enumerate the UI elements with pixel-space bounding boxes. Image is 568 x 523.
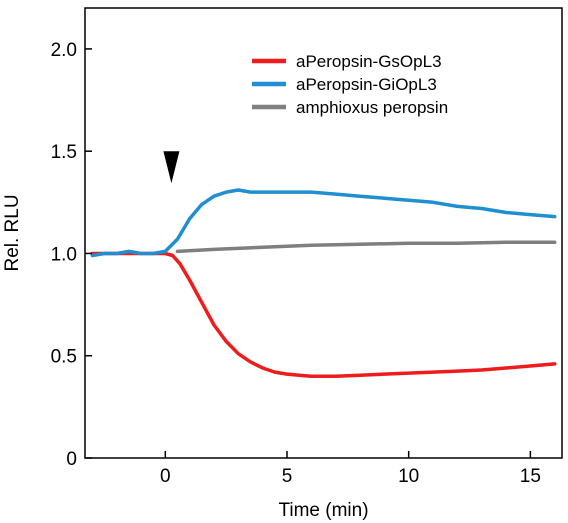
series-line-1 bbox=[90, 251, 557, 378]
legend: aPeropsin-GsOpL3 aPeropsin-GiOpL3 amphioxu… bbox=[252, 52, 448, 117]
series-layer bbox=[90, 188, 557, 378]
x-tick-label: 15 bbox=[520, 466, 541, 487]
y-tick-label: 0.5 bbox=[51, 347, 77, 368]
plot-frame bbox=[84, 7, 563, 459]
series-line-3 bbox=[175, 240, 557, 254]
y-tick-label: 2.0 bbox=[51, 40, 77, 61]
y-axis-ticks: 0 0.5 1.0 1.5 2.0 bbox=[51, 40, 92, 470]
x-tick-label: 5 bbox=[282, 466, 293, 487]
plot-border bbox=[84, 7, 563, 459]
legend-label: amphioxus peropsin bbox=[296, 98, 448, 117]
stimulus-arrowhead bbox=[163, 151, 180, 184]
y-tick-label: 1.5 bbox=[51, 142, 77, 163]
y-tick-label: 0 bbox=[66, 449, 77, 470]
x-axis-ticks: 0 5 10 15 bbox=[160, 451, 541, 487]
x-axis-title: Time (min) bbox=[278, 500, 368, 521]
y-axis-title: Rel. RLU bbox=[2, 194, 23, 271]
x-tick-label: 10 bbox=[398, 466, 419, 487]
y-tick-label: 1.0 bbox=[51, 244, 77, 265]
annotation-layer bbox=[163, 151, 180, 184]
legend-label: aPeropsin-GsOpL3 bbox=[296, 52, 442, 71]
x-tick-label: 0 bbox=[160, 466, 171, 487]
series-line-2 bbox=[90, 188, 557, 258]
legend-label: aPeropsin-GiOpL3 bbox=[296, 75, 437, 94]
